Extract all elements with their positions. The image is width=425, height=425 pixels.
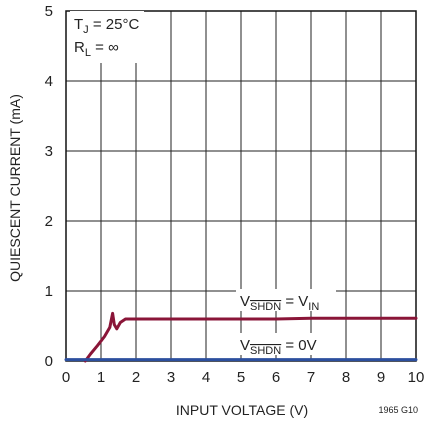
x-tick-label: 2 [132, 369, 140, 386]
y-tick-label: 0 [45, 353, 53, 370]
tick-labels: 0 1 2 3 4 5 6 7 8 9 10 0 1 2 3 4 5 [45, 3, 425, 386]
x-tick-label: 8 [342, 369, 350, 386]
figure-code: 1965 G10 [378, 405, 418, 415]
grid [66, 11, 416, 361]
condition-load: RL = ∞ [74, 39, 119, 59]
series-layer [64, 311, 418, 363]
conditions-box [70, 11, 144, 63]
y-tick-label: 5 [45, 3, 53, 20]
x-tick-label: 0 [62, 369, 70, 386]
condition-temperature: TJ = 25°C [74, 16, 139, 36]
x-tick-label: 5 [237, 369, 245, 386]
x-tick-label: 10 [408, 369, 425, 386]
y-tick-label: 1 [45, 283, 53, 300]
x-tick-label: 3 [167, 369, 175, 386]
x-tick-label: 7 [307, 369, 315, 386]
y-axis-label: QUIESCENT CURRENT (mA) [7, 94, 23, 282]
x-tick-label: 6 [272, 369, 280, 386]
series-label-bg-0v [236, 333, 336, 355]
x-tick-label: 4 [202, 369, 210, 386]
x-axis-label: INPUT VOLTAGE (V) [176, 402, 308, 418]
x-tick-label: 1 [97, 369, 105, 386]
x-tick-label: 9 [377, 369, 385, 386]
series-label-bg-vin [236, 289, 336, 311]
series-label-vshdn-0v: VSHDN = 0V [240, 337, 317, 357]
y-tick-label: 3 [45, 143, 53, 160]
y-tick-label: 2 [45, 213, 53, 230]
y-tick-label: 4 [45, 73, 53, 90]
series-label-vshdn-vin: VSHDN = VIN [240, 293, 319, 313]
series-line-vshdn-vin [83, 311, 418, 363]
